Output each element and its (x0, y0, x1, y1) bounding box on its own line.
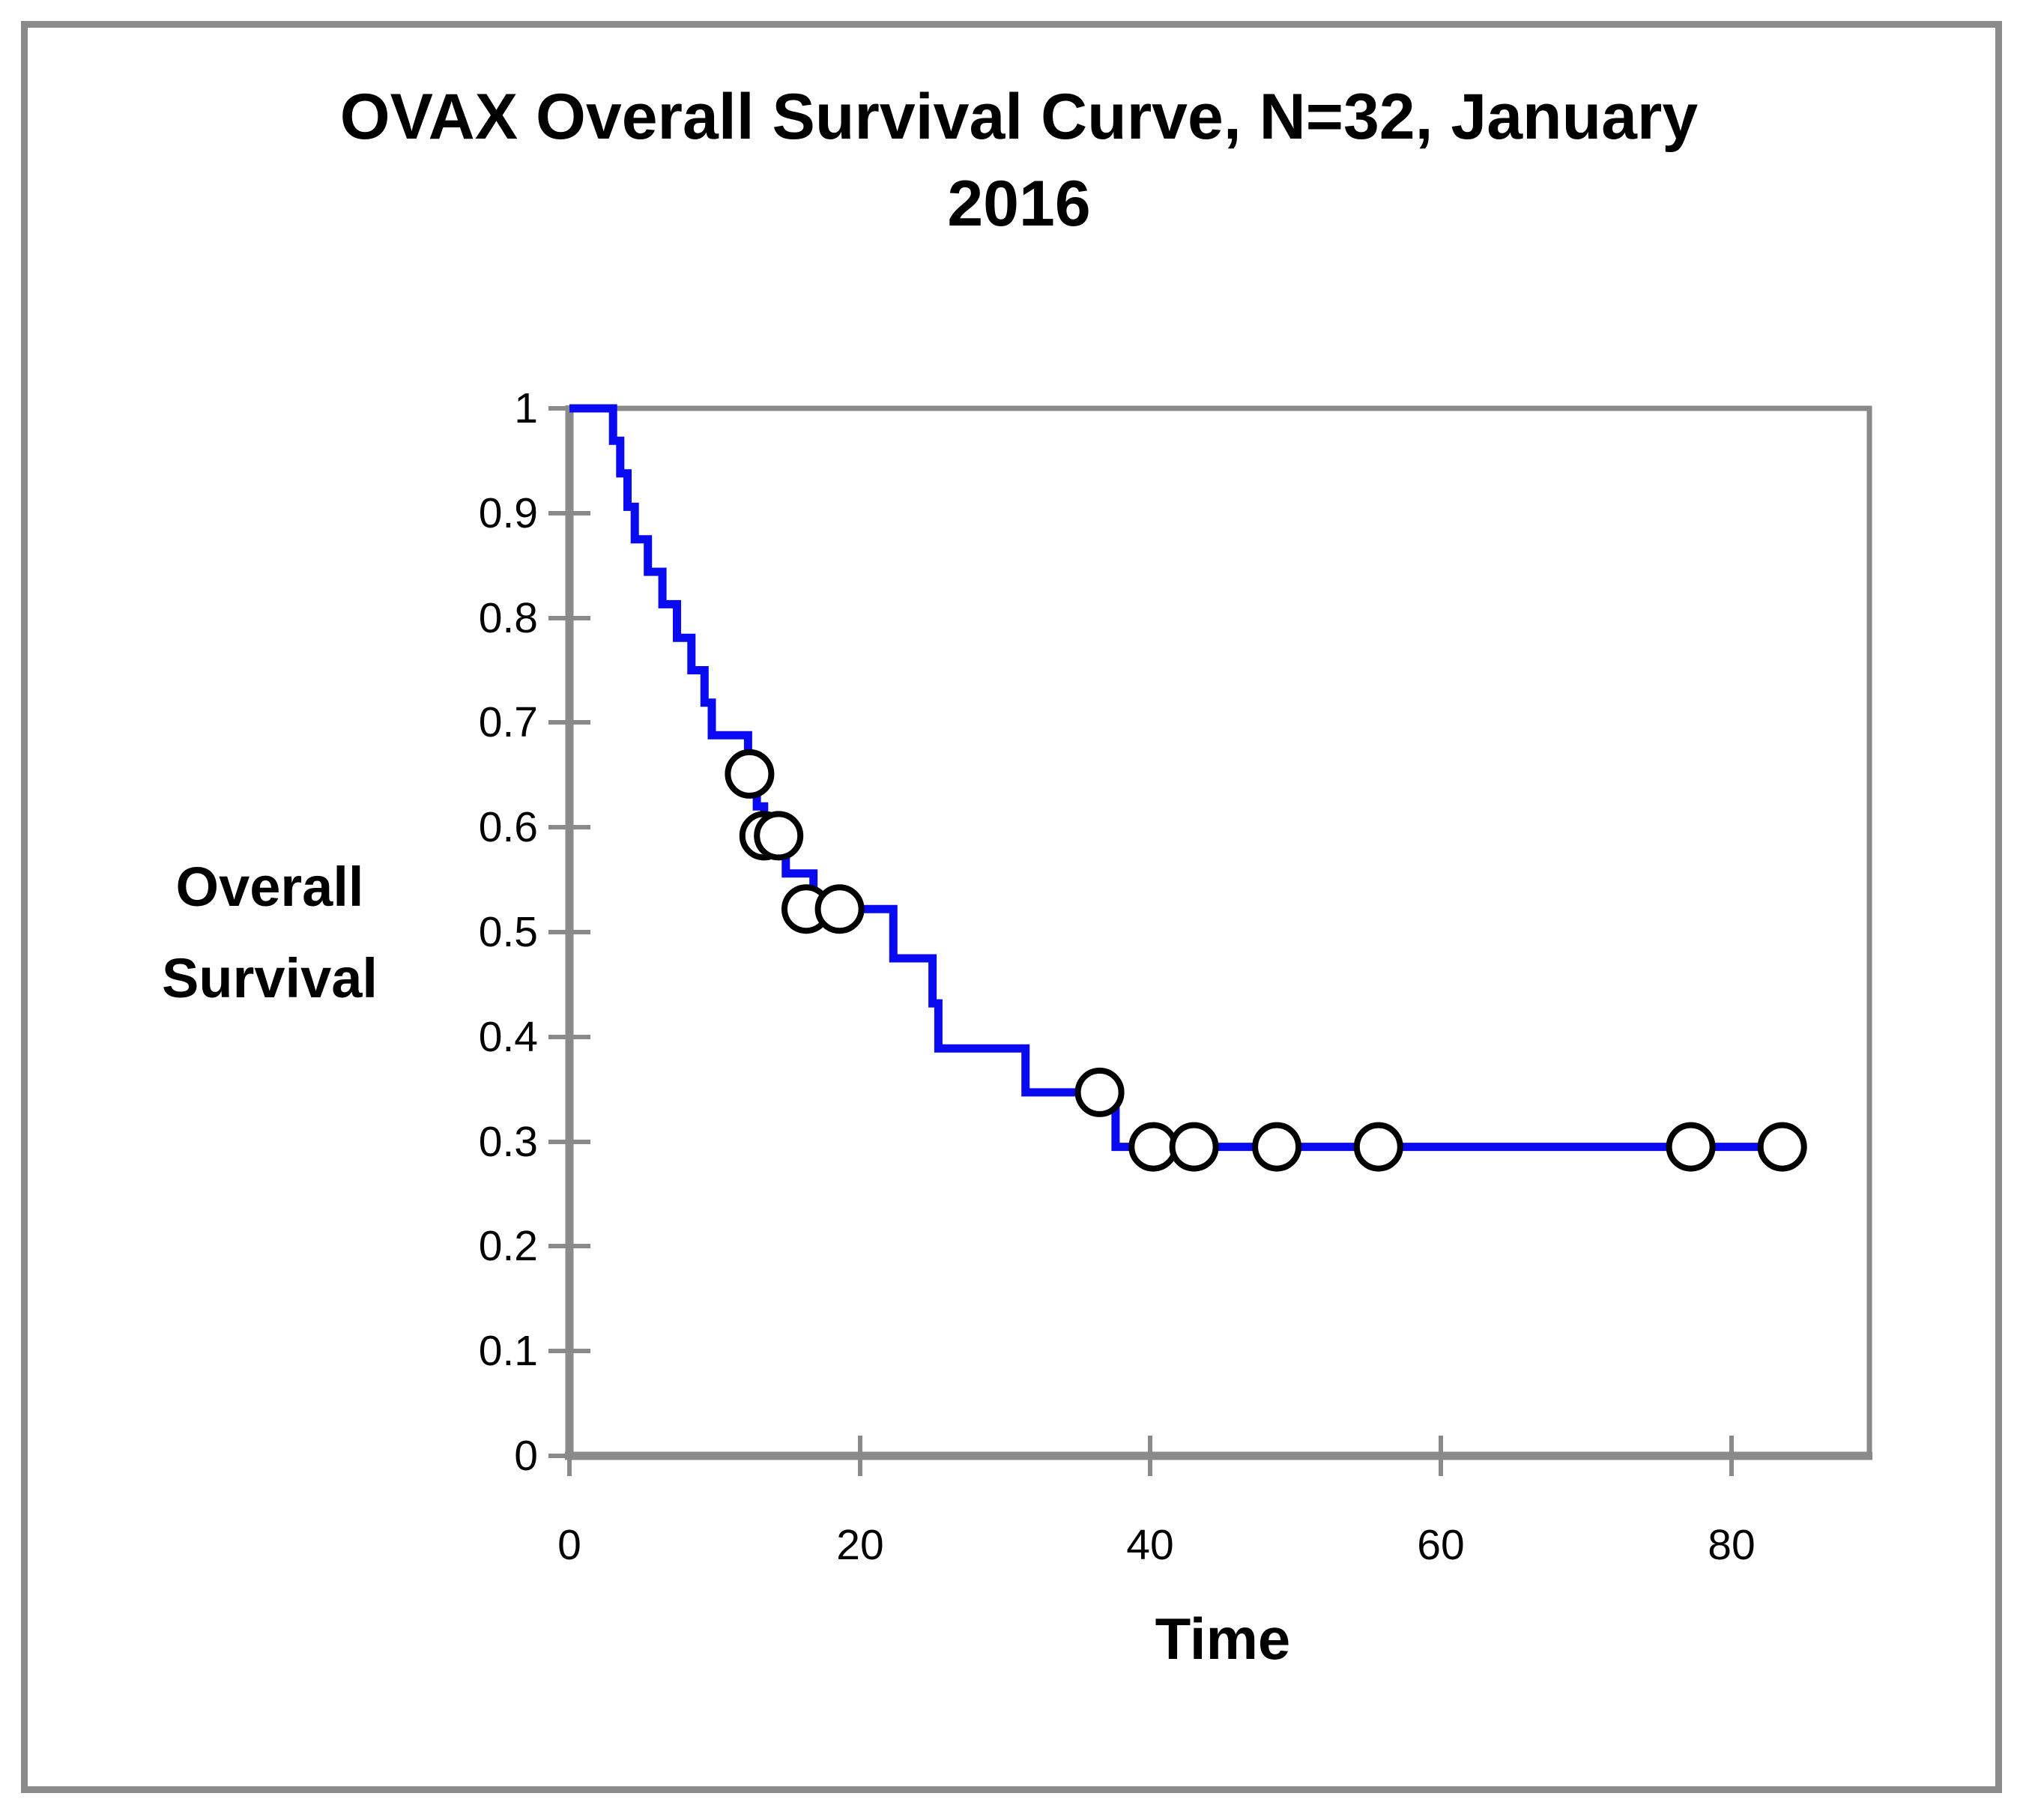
y-tick-label: 0.4 (479, 1013, 538, 1061)
y-axis-title-line-1: Overall (175, 856, 364, 918)
outer-frame (21, 21, 2002, 1793)
chart-title-line-1: OVAX Overall Survival Curve, N=32, Janua… (339, 81, 1699, 153)
x-tick-labels: 0 20 40 60 80 (557, 1521, 1756, 1569)
censor-mark-icon (725, 749, 775, 799)
x-tick-label: 40 (1126, 1521, 1173, 1569)
chart-title: OVAX Overall Survival Curve, N=32, Janua… (217, 73, 1821, 247)
censor-mark-icon (1757, 1122, 1807, 1172)
censor-marks (725, 749, 1807, 1172)
x-tick-label: 20 (836, 1521, 883, 1569)
x-axis-title: Time (1155, 1606, 1291, 1672)
y-tick-labels: 1 0.9 0.8 0.7 0.6 0.5 0.4 0.3 0.2 0.1 0 (479, 384, 538, 1480)
censor-mark-icon (814, 884, 865, 934)
survival-curve (569, 404, 1782, 1152)
y-tick-label: 0.6 (479, 803, 538, 851)
y-tick-label: 0.8 (479, 594, 538, 642)
censor-mark-icon (1353, 1122, 1403, 1172)
censor-mark-icon (1252, 1122, 1302, 1172)
y-axis-title-line-2: Survival (162, 947, 378, 1009)
y-tick-label: 0.7 (479, 698, 538, 746)
y-tick-label: 1 (514, 384, 538, 432)
censor-mark-icon (1169, 1122, 1219, 1172)
y-tick-label: 0 (514, 1432, 538, 1480)
censor-mark-icon (1074, 1067, 1125, 1117)
x-tick-label: 80 (1708, 1521, 1755, 1569)
x-tick-label: 0 (557, 1521, 581, 1569)
y-tick-label: 0.3 (479, 1118, 538, 1166)
y-axis-title: Overall Survival (79, 841, 461, 1024)
y-tick-label: 0.5 (479, 908, 538, 956)
y-tick-label: 0.9 (479, 489, 538, 537)
y-tick-label: 0.1 (479, 1327, 538, 1375)
chart-title-line-2: 2016 (947, 168, 1091, 240)
censor-mark-icon (1666, 1122, 1716, 1172)
censor-mark-icon (754, 811, 804, 861)
x-tick-label: 60 (1417, 1521, 1464, 1569)
y-tick-label: 0.2 (479, 1222, 538, 1270)
censor-mark-icon (1128, 1122, 1179, 1172)
plot-area-border (566, 405, 1872, 1459)
